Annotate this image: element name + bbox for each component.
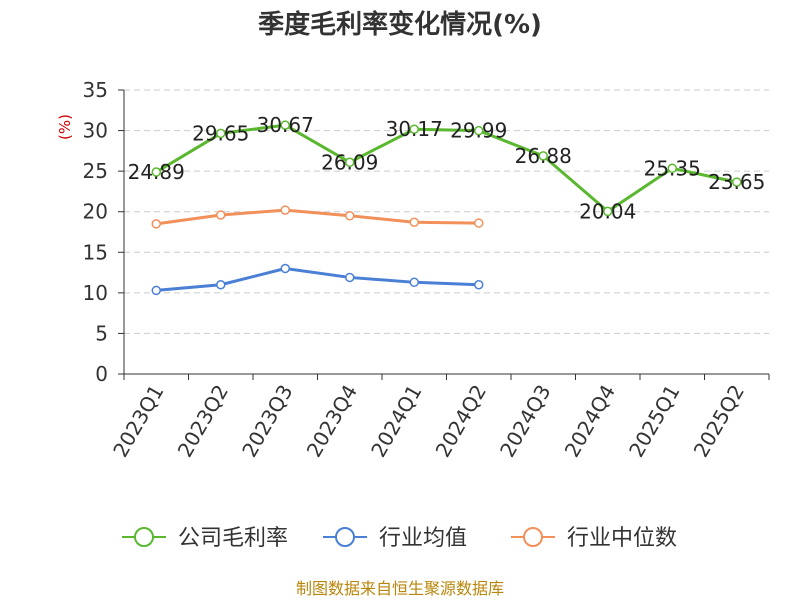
- data-label: 20.04: [579, 199, 636, 223]
- data-point: [409, 277, 419, 288]
- source-note: 制图数据来自恒生聚源数据库: [296, 579, 504, 598]
- data-label: 26.88: [515, 144, 572, 168]
- data-label: 30.17: [386, 117, 443, 141]
- data-point: [474, 279, 484, 290]
- legend-label: 行业中位数: [567, 526, 677, 551]
- data-label: 24.89: [128, 160, 185, 184]
- data-point: [474, 218, 484, 228]
- data-point: [216, 279, 226, 290]
- data-label: 26.09: [321, 150, 378, 174]
- data-point: [151, 219, 161, 229]
- x-tick-label: 2023Q1: [108, 381, 168, 462]
- data-point: [345, 211, 355, 221]
- y-axis-label: (%): [56, 114, 74, 140]
- data-point: [151, 167, 161, 177]
- series-line: [156, 267, 479, 292]
- legend-marker: [335, 527, 355, 547]
- x-tick-label: 2024Q3: [495, 381, 555, 462]
- data-point: [732, 177, 742, 187]
- data-point: [216, 128, 226, 139]
- series-line: [155, 123, 738, 213]
- data-labels: 24.89 29.65 30.67 26.09 30.17 29.99 26.88 20.04…: [128, 113, 766, 223]
- data-label: 30.67: [257, 113, 314, 137]
- data-point: [280, 205, 290, 215]
- data-point: [345, 272, 355, 283]
- data-point: [409, 217, 419, 228]
- data-point: [538, 151, 548, 161]
- data-label: 29.99: [450, 119, 507, 143]
- x-tick-label: 2024Q4: [560, 381, 620, 462]
- legend-marker: [134, 527, 154, 547]
- x-tick-label: 2023Q2: [173, 381, 233, 462]
- data-point: [345, 157, 355, 168]
- data-label: 23.65: [708, 170, 765, 194]
- y-tick-label: 15: [83, 240, 108, 264]
- x-tick-label: 2023Q3: [237, 381, 297, 462]
- y-tick-label: 25: [83, 159, 108, 183]
- data-point: [603, 206, 613, 217]
- legend-label: 行业均值: [379, 526, 467, 551]
- x-tick-label: 2023Q4: [302, 381, 362, 462]
- data-point: [474, 125, 484, 136]
- series-line: [156, 208, 479, 226]
- y-tick-label: 0: [95, 362, 108, 386]
- data-label: 29.65: [192, 121, 249, 145]
- y-tick-label: 35: [83, 78, 108, 102]
- y-tick-label: 5: [95, 321, 108, 345]
- data-point: [280, 120, 290, 130]
- legend-marker: [523, 527, 543, 547]
- data-point: [151, 285, 161, 296]
- data-point: [409, 124, 419, 134]
- series-group: [151, 120, 742, 296]
- x-tick-label: 2025Q1: [624, 381, 684, 462]
- legend: 公司毛利率 行业均值 行业中位数: [122, 526, 677, 551]
- x-tick-label: 2024Q1: [366, 381, 426, 462]
- y-tick-label: 20: [83, 200, 108, 224]
- data-point: [216, 210, 226, 220]
- y-tick-label: 30: [83, 119, 108, 143]
- data-point: [667, 163, 677, 174]
- data-label: 25.35: [644, 156, 701, 180]
- y-tick-label: 10: [83, 281, 108, 305]
- x-tick-label: 2024Q2: [431, 381, 491, 462]
- legend-label: 公司毛利率: [178, 526, 288, 551]
- chart-title: 季度毛利率变化情况(%): [258, 9, 542, 40]
- x-tick-label: 2025Q2: [689, 381, 749, 462]
- data-point: [280, 263, 290, 274]
